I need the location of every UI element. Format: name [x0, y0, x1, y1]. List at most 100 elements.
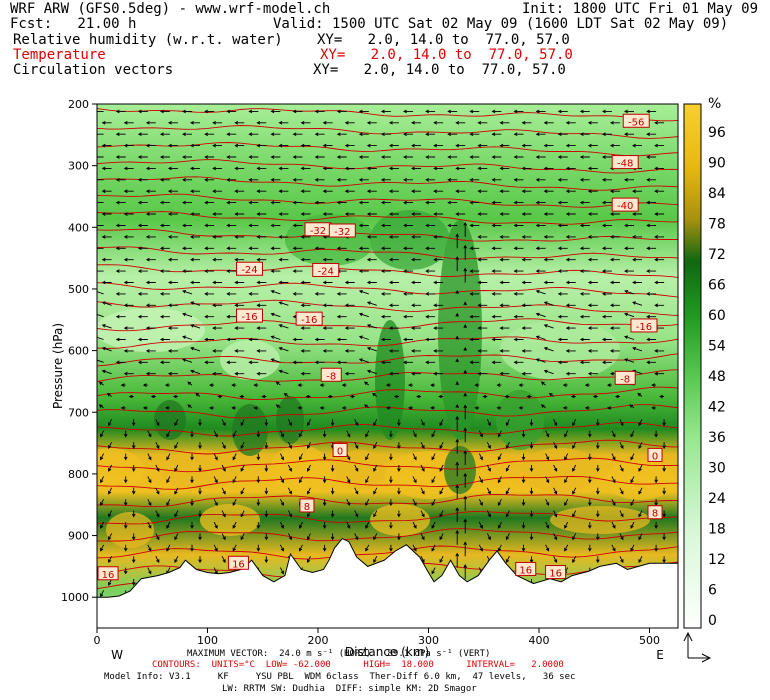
wind-vector — [619, 555, 624, 564]
wind-vector — [624, 335, 635, 340]
wind-vector — [477, 371, 488, 376]
wind-vector — [439, 441, 444, 450]
wind-vector — [491, 178, 502, 182]
wind-vector — [240, 487, 245, 495]
wind-vector — [232, 498, 237, 507]
wind-vector — [630, 476, 635, 484]
wind-vector — [521, 257, 532, 262]
wind-vector — [535, 200, 546, 205]
wind-vector — [358, 358, 369, 363]
wind-vector — [101, 189, 112, 194]
wind-vector — [300, 189, 311, 194]
wind-vector — [270, 289, 281, 295]
wind-vector — [365, 544, 370, 552]
colorbar-tick-label: 84 — [708, 186, 726, 202]
wind-vector — [425, 109, 436, 114]
wind-vector — [646, 292, 657, 296]
wind-vector — [579, 223, 590, 228]
header-valid: Valid: 1500 UTC Sat 02 May 09 (1600 LDT … — [273, 16, 729, 32]
wind-vector — [564, 521, 569, 529]
wind-vector — [632, 212, 642, 216]
y-tick-label: 900 — [68, 530, 89, 543]
wind-vector — [497, 476, 502, 484]
wind-vector — [322, 280, 333, 285]
wind-vector — [248, 109, 259, 114]
wind-vector — [155, 441, 160, 450]
svg-text:-40: -40 — [617, 201, 633, 212]
wind-vector — [204, 109, 215, 114]
wind-vector — [167, 326, 178, 330]
wind-vector — [209, 383, 215, 387]
wind-vector — [420, 441, 425, 450]
temperature-contour — [97, 336, 678, 349]
wind-vector — [372, 392, 378, 397]
wind-vector — [270, 178, 281, 182]
reference-vector-icon — [683, 631, 712, 663]
wind-vector — [588, 453, 592, 461]
wind-vector — [305, 394, 311, 399]
wind-vector — [292, 109, 303, 114]
wind-vector — [646, 314, 657, 319]
wind-vector — [344, 349, 355, 353]
wind-vector — [226, 223, 237, 228]
wind-vector — [190, 499, 194, 507]
wind-vector — [579, 109, 590, 114]
wind-vector — [123, 303, 134, 308]
wind-vector — [491, 269, 502, 273]
wind-vector — [279, 567, 284, 575]
wind-vector — [256, 280, 267, 285]
wind-vector — [486, 487, 491, 495]
wind-vector — [248, 337, 259, 342]
wind-vector — [565, 326, 576, 330]
wind-vector — [204, 132, 215, 136]
wind-vector — [98, 381, 104, 386]
wind-vector — [344, 143, 355, 148]
wind-vector — [166, 430, 171, 438]
wind-vector — [455, 507, 460, 522]
wind-vector — [298, 430, 303, 438]
wind-vector — [159, 337, 170, 342]
wind-vector — [279, 498, 284, 507]
svg-text:-16: -16 — [636, 322, 652, 333]
colorbar-tick-label: 42 — [708, 400, 726, 416]
wind-vector — [322, 453, 327, 461]
wind-vector — [306, 533, 311, 541]
wind-vector — [587, 143, 598, 148]
wind-vector — [123, 143, 134, 148]
wind-vector — [433, 371, 444, 376]
wind-vector — [411, 326, 421, 330]
temperature-contour — [97, 176, 678, 191]
wind-vector — [330, 487, 335, 495]
wind-vector — [469, 246, 480, 251]
wind-vector — [108, 419, 113, 427]
wind-vector — [300, 235, 311, 239]
wind-vector — [253, 383, 259, 387]
wind-vector — [292, 178, 303, 182]
wind-vector — [477, 166, 488, 171]
wind-vector — [611, 430, 616, 438]
wind-vector — [497, 544, 502, 552]
wind-vector — [478, 476, 483, 484]
wind-vector — [596, 510, 600, 518]
wind-vector — [212, 257, 223, 262]
wind-vector — [155, 533, 160, 541]
wind-vector — [167, 166, 178, 171]
temperature-contour — [97, 159, 678, 174]
plot-frame — [96, 103, 679, 629]
wind-vector — [624, 312, 635, 318]
wind-vector — [314, 109, 325, 114]
wind-vector — [565, 189, 576, 194]
wind-vector — [264, 487, 269, 495]
field-vec-name: Circulation vectors — [13, 62, 174, 78]
wind-vector — [463, 450, 468, 465]
wind-vector — [411, 235, 421, 239]
wind-vector — [611, 521, 616, 529]
wind-vector — [486, 441, 491, 450]
svg-text:16: 16 — [232, 559, 245, 570]
wind-vector — [358, 109, 369, 114]
rh-blob — [154, 400, 186, 440]
wind-vector — [463, 392, 468, 397]
wind-vector — [403, 155, 413, 159]
wind-vector — [474, 383, 480, 387]
wind-vector — [275, 381, 281, 386]
